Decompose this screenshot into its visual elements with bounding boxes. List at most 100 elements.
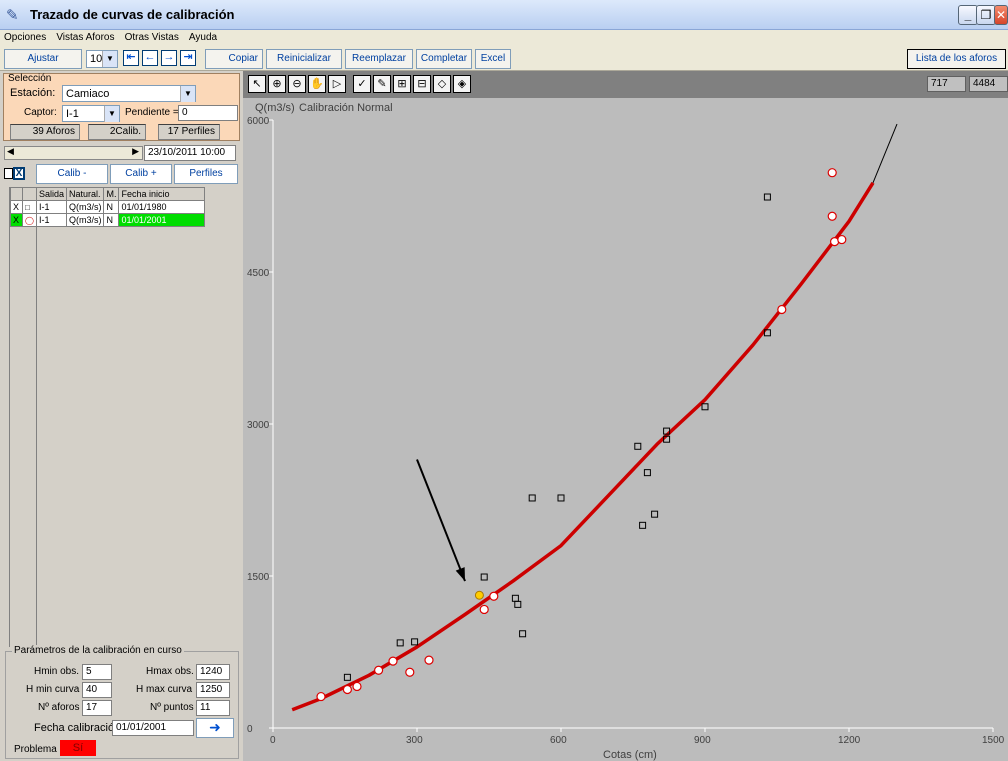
aforo-circle-point <box>827 211 837 221</box>
aforo-circle-point <box>777 304 787 315</box>
problema-badge: Sí <box>60 740 96 756</box>
aforo-square-point <box>763 193 771 201</box>
shrink-icon[interactable]: ⊞ <box>393 75 411 93</box>
annotation-arrowhead <box>455 567 465 582</box>
minimize-button[interactable]: _ <box>958 5 978 25</box>
expand-icon[interactable]: ⊟ <box>413 75 431 93</box>
scroll-left-icon[interactable]: ◀ <box>7 146 14 156</box>
menu-vistas-aforos[interactable]: Vistas Aforos <box>56 32 115 43</box>
zoom-out-icon[interactable]: ⊖ <box>288 75 306 93</box>
row-fecha: 01/01/1980 <box>118 200 206 214</box>
captor-select[interactable]: I-1 ▼ <box>62 105 120 122</box>
menu-opciones[interactable]: Opciones <box>4 32 47 43</box>
menu-otras-vistas[interactable]: Otras Vistas <box>124 32 179 43</box>
table-row[interactable]: X ◯ I-1 Q(m3/s) N 01/01/2001 <box>10 213 206 227</box>
hmin-curva-label: H min curva <box>26 684 80 695</box>
perfiles-button[interactable]: Perfiles <box>174 164 238 184</box>
reinicializar-button[interactable]: Reinicializar <box>266 49 342 69</box>
header-m: M. <box>103 187 120 201</box>
x-tick-label: 600 <box>550 735 567 746</box>
row-m: N <box>103 200 120 214</box>
calib-plus-button[interactable]: Calib + <box>110 164 172 184</box>
pointer-icon[interactable]: ↖ <box>248 75 266 93</box>
n-puntos-field: 11 <box>196 700 230 716</box>
diamond-tool-icon[interactable]: ◇ <box>433 75 451 93</box>
pendiente-input[interactable]: 0 <box>178 105 238 121</box>
menu-ayuda[interactable]: Ayuda <box>188 32 218 43</box>
zoom-in-icon[interactable]: ⊕ <box>268 75 286 93</box>
chevron-down-icon: ▼ <box>180 86 195 102</box>
header-fecha: Fecha inicio <box>118 187 206 201</box>
row-natural: Q(m3/s) <box>65 200 105 214</box>
empty-checkbox[interactable] <box>4 168 13 179</box>
selected-point <box>474 590 484 600</box>
step-select[interactable]: 10 ▼ <box>86 50 118 68</box>
hmax-curva-field: 1250 <box>196 682 230 698</box>
aforo-square-point <box>480 573 488 581</box>
curve-extension <box>872 123 898 184</box>
x-tick-label: 1500 <box>982 735 1005 746</box>
coord-y: 4484 <box>969 76 1008 92</box>
menu-bar: Opciones Vistas Aforos Otras Vistas Ayud… <box>0 30 1008 47</box>
excel-button[interactable]: Excel <box>475 49 511 69</box>
scroll-right-icon[interactable]: ▶ <box>132 146 139 156</box>
aforo-circle-point <box>352 681 362 692</box>
estacion-label: Estación: <box>10 87 56 99</box>
x-tick-label: 900 <box>694 735 711 746</box>
aforos-count-value: 39 <box>32 126 44 137</box>
edit-point-icon[interactable]: ✓ <box>353 75 371 93</box>
header-natural: Natural. <box>65 187 105 201</box>
timeline-date: 23/10/2011 10:00 <box>144 145 236 161</box>
apply-arrow-icon[interactable]: ➜ <box>196 718 234 738</box>
copiar-button[interactable]: Copiar <box>205 49 263 69</box>
calib-count: 2Calib. <box>88 124 146 140</box>
calib-minus-button[interactable]: Calib - <box>36 164 108 184</box>
prev-arrow-icon[interactable]: ← <box>142 50 158 66</box>
next-arrow-icon[interactable]: → <box>161 50 177 66</box>
plot-frame: ↖ ⊕ ⊖ ✋ ▷ ✓ ✎ ⊞ ⊟ ◇ ◈ 717 4484 Q(m3/s) C… <box>243 71 1008 761</box>
x-tick-label: 1200 <box>838 735 861 746</box>
x-tick-label: 0 <box>270 735 276 746</box>
pan-hand-icon[interactable]: ✋ <box>308 75 326 93</box>
aforo-square-point <box>634 442 642 450</box>
lista-aforos-button[interactable]: Lista de los aforos <box>907 49 1006 69</box>
select-arrow-icon[interactable]: ▷ <box>328 75 346 93</box>
last-arrow-icon[interactable]: ⇥ <box>180 50 196 66</box>
fecha-calibracion-field[interactable]: 01/01/2001 <box>112 720 194 736</box>
row-m: N <box>103 213 120 227</box>
table-row[interactable]: X □ I-1 Q(m3/s) N 01/01/1980 <box>10 200 206 214</box>
row-check[interactable]: X <box>10 200 23 214</box>
draw-curve-icon[interactable]: ✎ <box>373 75 391 93</box>
row-salida: I-1 <box>35 200 67 214</box>
ajustar-button[interactable]: Ajustar <box>4 49 82 69</box>
estacion-value: Camiaco <box>66 88 110 100</box>
app-curve-icon: ✎ <box>6 7 19 24</box>
close-button[interactable]: ✕ <box>994 5 1008 25</box>
aforo-circle-point <box>479 604 489 615</box>
y-axis-label: Q(m3/s) <box>255 102 295 114</box>
points-layer <box>316 168 847 702</box>
left-panel: Selección Estación: Camiaco ▼ Captor: I-… <box>0 71 243 761</box>
hmin-curva-field: 40 <box>82 682 112 698</box>
restore-button[interactable]: ❐ <box>976 5 996 25</box>
aforo-circle-point <box>827 168 837 178</box>
captor-value: I-1 <box>66 108 79 120</box>
y-tick-label: 6000 <box>247 116 270 127</box>
y-tick-label: 0 <box>247 724 253 735</box>
row-check[interactable]: X <box>10 213 23 227</box>
timeline-scrollbar[interactable]: ◀ ▶ <box>4 146 143 160</box>
problema-label: Problema <box>14 744 57 755</box>
first-arrow-icon[interactable]: ⇤ <box>123 50 139 66</box>
estacion-select[interactable]: Camiaco ▼ <box>62 85 196 102</box>
row-fecha: 01/01/2001 <box>118 213 206 227</box>
reemplazar-button[interactable]: Reemplazar <box>345 49 413 69</box>
aforo-square-point <box>663 435 671 443</box>
diamond-tool-2-icon[interactable]: ◈ <box>453 75 471 93</box>
row-salida: I-1 <box>35 213 67 227</box>
checked-checkbox[interactable]: X <box>13 167 25 180</box>
calib-count-value: 2 <box>109 126 116 137</box>
x-axis-label: Cotas (cm) <box>603 749 657 761</box>
calib-count-label: Calib. <box>115 126 141 137</box>
calibration-chart[interactable]: Q(m3/s) Calibración Normal Cotas (cm) 0 1… <box>243 98 1008 761</box>
completar-button[interactable]: Completar <box>416 49 472 69</box>
